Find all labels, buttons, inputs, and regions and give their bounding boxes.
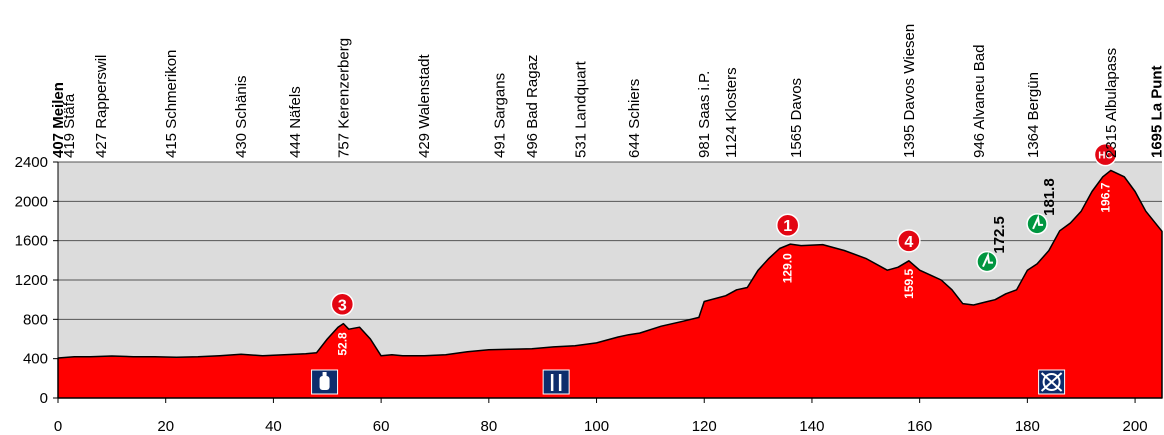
sprint-icon	[1026, 213, 1048, 235]
place-label: 2315 Albulapass	[1103, 48, 1120, 158]
place-label: 491 Sargans	[492, 73, 509, 158]
x-tick-label: 120	[692, 418, 717, 435]
kom-category-label: 3	[338, 297, 347, 314]
y-tick-label: 0	[40, 390, 48, 407]
sprint-icon	[976, 250, 998, 273]
y-tick-label: 1200	[15, 272, 48, 289]
x-tick-label: 100	[584, 418, 609, 435]
sprint-km-label: 181.8	[1041, 178, 1058, 216]
kom-km-label: 52.8	[335, 332, 349, 356]
feed-zone-icon	[542, 369, 570, 395]
y-tick-label: 800	[23, 311, 48, 328]
place-label: 444 Näfels	[287, 86, 304, 158]
kom-km-label: 159.5	[902, 269, 916, 299]
place-label: 1695 La Punt	[1149, 65, 1164, 158]
x-tick-label: 140	[799, 418, 824, 435]
profile-annotations: 3 52.8 1 129.0 4 159.5 HC 196.7 172.5 181.8	[311, 142, 1118, 395]
x-tick-label: 0	[54, 418, 62, 435]
kom-km-label: 129.0	[781, 253, 795, 283]
kom-km-label: 196.7	[1098, 182, 1112, 212]
no-feed-zone-icon	[1038, 369, 1066, 395]
place-label: 1395 Davos Wiesen	[901, 24, 918, 158]
place-label: 1565 Davos	[788, 78, 805, 158]
place-label: 419 Stäfa	[61, 93, 78, 158]
service-icon-frame	[542, 369, 570, 395]
sprint-arrow-icon	[1032, 214, 1044, 230]
x-tick-label: 200	[1123, 418, 1148, 435]
kom-category-label: 1	[783, 218, 792, 235]
kom-category-label: HC	[1098, 151, 1112, 162]
y-tick-label: 400	[23, 351, 48, 368]
y-tick-label: 2400	[15, 154, 48, 171]
place-label: 644 Schiers	[626, 79, 643, 158]
place-label: 430 Schänis	[233, 75, 250, 158]
y-tick-label: 1600	[15, 233, 48, 250]
place-label: 531 Landquart	[572, 60, 589, 158]
no-feed-ring	[1042, 373, 1061, 391]
place-label: 429 Walenstadt	[416, 53, 433, 158]
y-tick-label: 2000	[15, 193, 48, 210]
kom-category-label: 4	[904, 234, 913, 251]
kom-badge-HC	[1093, 142, 1118, 167]
x-tick-label: 180	[1015, 418, 1040, 435]
bottle-cap	[322, 372, 327, 377]
place-label: 427 Rapperswil	[93, 55, 110, 158]
sprint-arrow-icon	[982, 252, 993, 268]
place-label: 415 Schmerikon	[163, 50, 180, 158]
sprint-km-label: 172.5	[991, 216, 1008, 254]
place-label: 981 Saas i.P.	[696, 71, 713, 158]
kom-badge-1	[775, 213, 800, 237]
water-bottle-icon	[311, 369, 339, 395]
x-tick-label: 20	[157, 418, 174, 435]
place-label: 1364 Bergün	[1025, 72, 1042, 158]
place-label: 757 Kerenzerberg	[335, 38, 352, 158]
place-label: 496 Bad Ragaz	[524, 55, 541, 158]
x-tick-label: 60	[373, 418, 390, 435]
no-feed-strike	[1040, 372, 1063, 392]
bottle-body	[319, 376, 330, 390]
place-label: 946 Alvaneu Bad	[971, 45, 988, 158]
kom-badge-3	[330, 292, 355, 317]
elevation-profile-area	[57, 169, 1163, 399]
kom-badge-4	[897, 229, 921, 253]
x-tick-label: 80	[480, 418, 497, 435]
place-label: 407 Meilen	[50, 82, 67, 158]
x-tick-label: 160	[907, 418, 932, 435]
place-label: 1124 Klosters	[723, 67, 740, 158]
x-tick-label: 40	[265, 418, 282, 435]
